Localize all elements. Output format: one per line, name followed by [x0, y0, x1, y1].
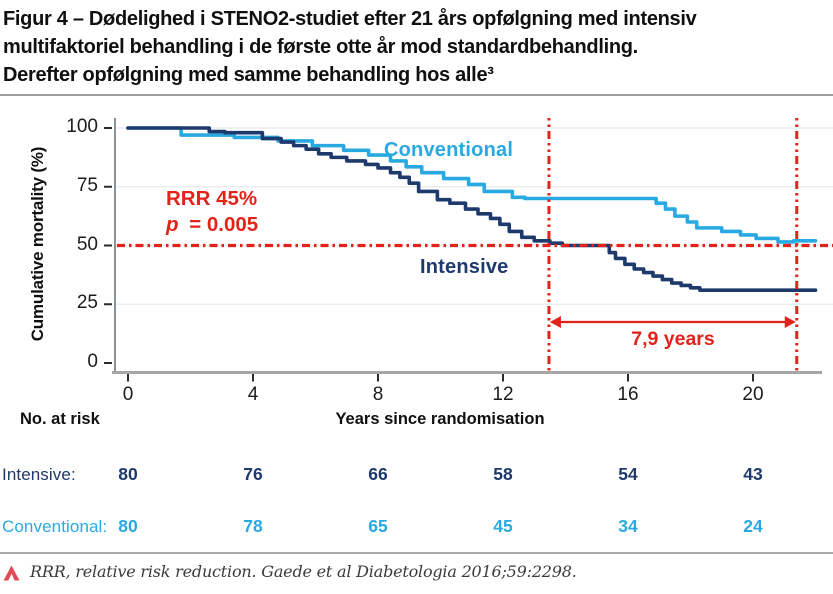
p-value-annotation: p = 0.005: [166, 213, 258, 237]
y-tick-label: 75: [76, 174, 98, 196]
risk-value-intensive: 80: [118, 464, 138, 484]
risk-value-conventional: 78: [243, 516, 263, 536]
series-label-conventional: Conventional: [384, 139, 514, 161]
risk-value-conventional: 80: [118, 516, 138, 536]
x-tick-label: 8: [372, 383, 384, 405]
title-divider: [0, 94, 833, 96]
footer-reference-text: RRR, relative risk reduction. Gaede et a…: [30, 562, 577, 581]
risk-value-intensive: 54: [618, 464, 638, 484]
risk-value-intensive: 76: [243, 464, 263, 484]
p-value: = 0.005: [189, 213, 259, 236]
arrow-head-left: [549, 316, 561, 328]
x-tick-label: 4: [247, 383, 259, 405]
x-axis-label: Years since randomisation: [335, 410, 545, 428]
risk-value-conventional: 24: [743, 516, 763, 536]
risk-value-intensive: 58: [493, 464, 513, 484]
y-tick-label: 100: [66, 116, 98, 137]
y-axis-label: Cumulative mortality (%): [28, 146, 47, 342]
risk-value-conventional: 45: [493, 516, 513, 536]
y-tick-label: 25: [76, 292, 98, 314]
x-tick-label: 16: [617, 383, 639, 405]
series-label-intensive: Intensive: [420, 256, 509, 278]
rrr-annotation: RRR 45%: [166, 187, 258, 210]
figure-title-line-1: Figur 4 – Dødelighed i STENO2-studiet ef…: [3, 8, 697, 30]
risk-row-label-intensive: Intensive:: [2, 465, 76, 484]
figure-title-line-3: Derefter opfølgning med samme behandling…: [3, 64, 494, 86]
x-tick-label: 12: [492, 383, 514, 405]
caret-up-icon: [3, 565, 20, 581]
risk-value-intensive: 66: [368, 464, 388, 484]
series-line-intensive: [126, 126, 818, 292]
risk-value-intensive: 43: [743, 464, 763, 484]
duration-arrow-label: 7,9 years: [631, 328, 715, 350]
arrow-head-right: [784, 316, 796, 328]
series-line-conventional: [126, 126, 818, 244]
x-tick-label: 0: [122, 383, 134, 405]
p-symbol: p: [166, 213, 179, 236]
risk-table-heading: No. at risk: [20, 410, 100, 428]
figure-title-line-2: multifaktoriel behandling i de første ot…: [3, 36, 638, 58]
footer-divider: [0, 552, 833, 554]
figure-title: Figur 4 – Dødelighed i STENO2-studiet ef…: [3, 5, 831, 89]
y-tick-label: 0: [87, 351, 98, 372]
x-tick-label: 20: [742, 383, 764, 405]
risk-value-conventional: 34: [618, 516, 638, 536]
footer: RRR, relative risk reduction. Gaede et a…: [3, 562, 577, 581]
risk-value-conventional: 65: [368, 516, 388, 536]
y-tick-label: 50: [76, 233, 98, 255]
risk-row-label-conventional: Conventional:: [2, 517, 108, 536]
